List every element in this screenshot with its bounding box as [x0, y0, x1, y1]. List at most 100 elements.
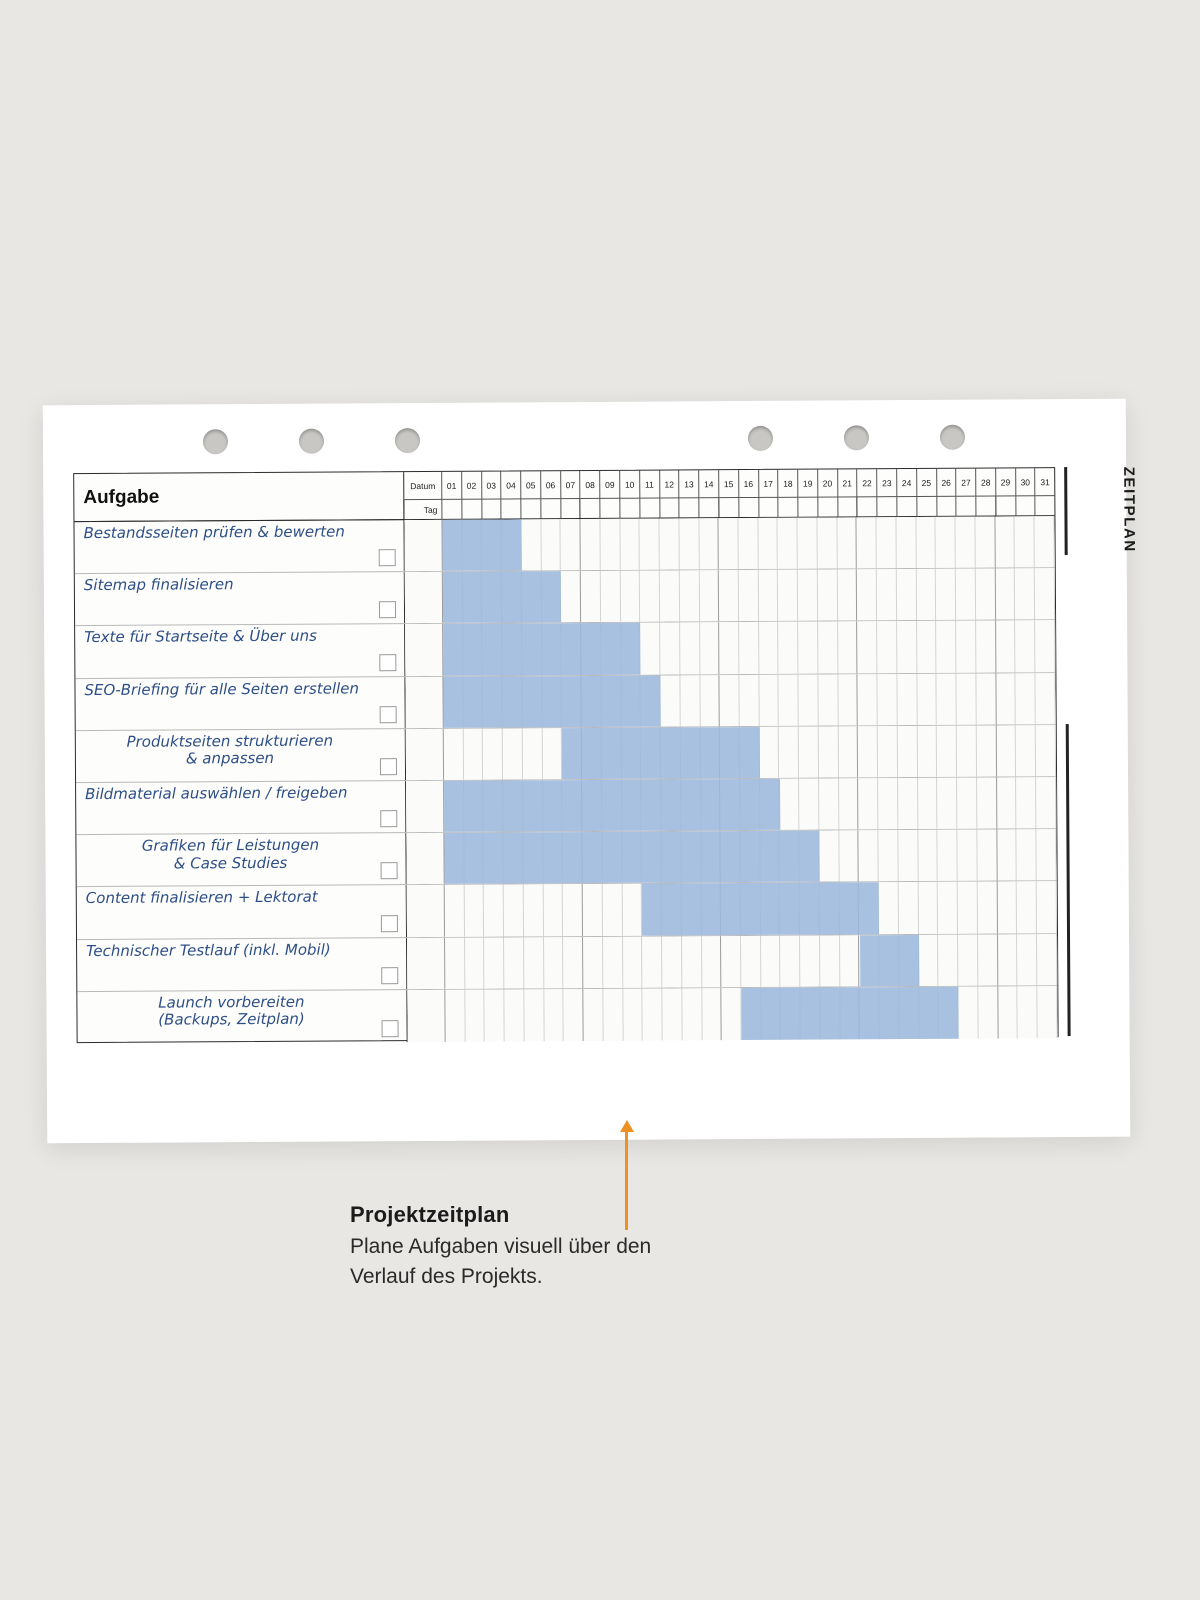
gantt-cell-d06[interactable] — [542, 727, 563, 780]
gantt-cell-d30[interactable] — [1017, 933, 1038, 986]
gantt-cell-d14[interactable] — [699, 674, 721, 727]
gantt-cell-d20[interactable] — [818, 621, 839, 674]
gantt-cell-d12[interactable] — [659, 570, 680, 622]
gantt-cell-d05[interactable] — [524, 988, 545, 1042]
gantt-cell-d09[interactable] — [602, 884, 623, 936]
gantt-cell-d24[interactable] — [896, 621, 918, 673]
gantt-bar[interactable] — [642, 882, 880, 936]
gantt-cell-d05[interactable] — [523, 884, 544, 936]
gantt-cell-d08[interactable] — [583, 936, 604, 988]
task-checkbox[interactable] — [379, 705, 397, 724]
gantt-cell-d19[interactable] — [800, 935, 821, 987]
gantt-cell-d14[interactable] — [699, 622, 720, 674]
gantt-cell-d14[interactable] — [701, 987, 722, 1041]
gantt-cell-d14[interactable] — [699, 570, 720, 622]
gantt-cell-d27[interactable] — [956, 725, 977, 777]
gantt-cell-d19[interactable] — [799, 778, 820, 830]
gantt-cell-d25[interactable] — [918, 934, 939, 986]
gantt-cell-d03[interactable] — [483, 728, 504, 780]
gantt-cell-d21[interactable] — [838, 778, 859, 830]
tag-cell-09[interactable] — [600, 498, 621, 519]
tag-cell-02[interactable] — [462, 499, 483, 520]
gantt-cell-d10[interactable] — [622, 883, 643, 936]
gantt-bar[interactable] — [859, 934, 920, 987]
gantt-cell-d24[interactable] — [898, 830, 919, 882]
gantt-cell-d30[interactable] — [1016, 829, 1037, 881]
gantt-cell-d30[interactable] — [1016, 777, 1037, 829]
gantt-cell-d25[interactable] — [916, 621, 937, 673]
gantt-cell-d29[interactable] — [995, 568, 1016, 620]
gantt-cell-d19[interactable] — [797, 569, 819, 622]
tag-cell-10[interactable] — [620, 498, 641, 519]
gantt-cell-d30[interactable] — [1017, 985, 1038, 1039]
task-checkbox[interactable] — [379, 758, 398, 776]
gantt-cell-d31[interactable] — [1036, 777, 1057, 829]
gantt-cell-d23[interactable] — [877, 621, 898, 673]
gantt-cell-d25[interactable] — [918, 882, 939, 934]
gantt-cell-d28[interactable] — [975, 516, 996, 568]
tag-cell-11[interactable] — [640, 498, 661, 519]
gantt-cell-d19[interactable] — [798, 674, 819, 726]
gantt-cell-d19[interactable] — [798, 726, 819, 778]
gantt-cell-d04[interactable] — [502, 728, 523, 780]
gantt-cell-d27[interactable] — [955, 568, 976, 621]
gantt-cell-d26[interactable] — [937, 725, 958, 777]
gantt-cell-d01[interactable] — [443, 728, 464, 780]
tag-cell-12[interactable] — [659, 498, 680, 519]
gantt-cell-d12[interactable] — [659, 518, 680, 570]
gantt-bar[interactable] — [562, 726, 760, 780]
gantt-cell-d09[interactable] — [600, 518, 621, 571]
gantt-cell-d21[interactable] — [838, 673, 859, 726]
gantt-cell-d07[interactable] — [563, 936, 584, 988]
gantt-cell-d14[interactable] — [701, 935, 722, 987]
gantt-cell-d18[interactable] — [779, 726, 800, 778]
gantt-cell-d06[interactable] — [543, 936, 564, 988]
gantt-cell-d13[interactable] — [681, 935, 702, 988]
tag-cell-04[interactable] — [501, 499, 522, 520]
gantt-cell-d26[interactable] — [937, 829, 958, 882]
gantt-cell-d24[interactable] — [898, 882, 919, 934]
gantt-cell-d02[interactable] — [464, 884, 485, 937]
gantt-cell-d20[interactable] — [819, 830, 840, 882]
gantt-cell-d11[interactable] — [639, 518, 660, 570]
gantt-cell-d16[interactable] — [739, 622, 760, 674]
gantt-cell-d20[interactable] — [818, 674, 839, 726]
tag-cell-29[interactable] — [996, 496, 1017, 517]
gantt-cell-d29[interactable] — [996, 829, 1017, 881]
gantt-cell-d17[interactable] — [759, 726, 780, 778]
gantt-cell-d28[interactable] — [975, 620, 996, 673]
gantt-cell-d09[interactable] — [600, 570, 621, 623]
gantt-cell-d26[interactable] — [938, 934, 959, 986]
tag-cell-17[interactable] — [758, 497, 779, 518]
gantt-cell-d06[interactable] — [544, 988, 565, 1042]
gantt-bar[interactable] — [443, 675, 661, 728]
gantt-cell-d30[interactable] — [1015, 620, 1036, 672]
gantt-cell-d23[interactable] — [876, 517, 897, 569]
gantt-cell-d04[interactable] — [503, 884, 524, 937]
gantt-cell-d11[interactable] — [642, 988, 663, 1041]
tag-cell-27[interactable] — [956, 496, 977, 517]
gantt-cell-d01[interactable] — [445, 937, 466, 989]
gantt-cell-d26[interactable] — [936, 568, 957, 621]
gantt-cell-d15[interactable] — [719, 674, 740, 726]
gantt-cell-d29[interactable] — [997, 933, 1018, 986]
gantt-cell-d25[interactable] — [916, 569, 937, 621]
gantt-cell-d21[interactable] — [839, 830, 860, 882]
gantt-cell-d25[interactable] — [917, 777, 938, 830]
tag-cell-07[interactable] — [561, 499, 581, 520]
tag-cell-24[interactable] — [897, 496, 918, 518]
gantt-cell-d29[interactable] — [996, 777, 1017, 829]
gantt-cell-d15[interactable] — [719, 622, 740, 674]
gantt-cell-d25[interactable] — [917, 673, 938, 725]
gantt-cell-d13[interactable] — [682, 987, 703, 1041]
gantt-cell-d10[interactable] — [620, 518, 641, 570]
tag-cell-25[interactable] — [917, 496, 937, 517]
gantt-cell-d17[interactable] — [758, 622, 779, 674]
gantt-cell-d22[interactable] — [858, 725, 879, 778]
gantt-cell-d29[interactable] — [995, 672, 1017, 725]
gantt-cell-d10[interactable] — [622, 988, 643, 1041]
gantt-cell-d18[interactable] — [778, 569, 799, 622]
task-checkbox[interactable] — [379, 653, 397, 671]
gantt-bar[interactable] — [442, 571, 562, 624]
gantt-cell-d11[interactable] — [640, 622, 661, 675]
